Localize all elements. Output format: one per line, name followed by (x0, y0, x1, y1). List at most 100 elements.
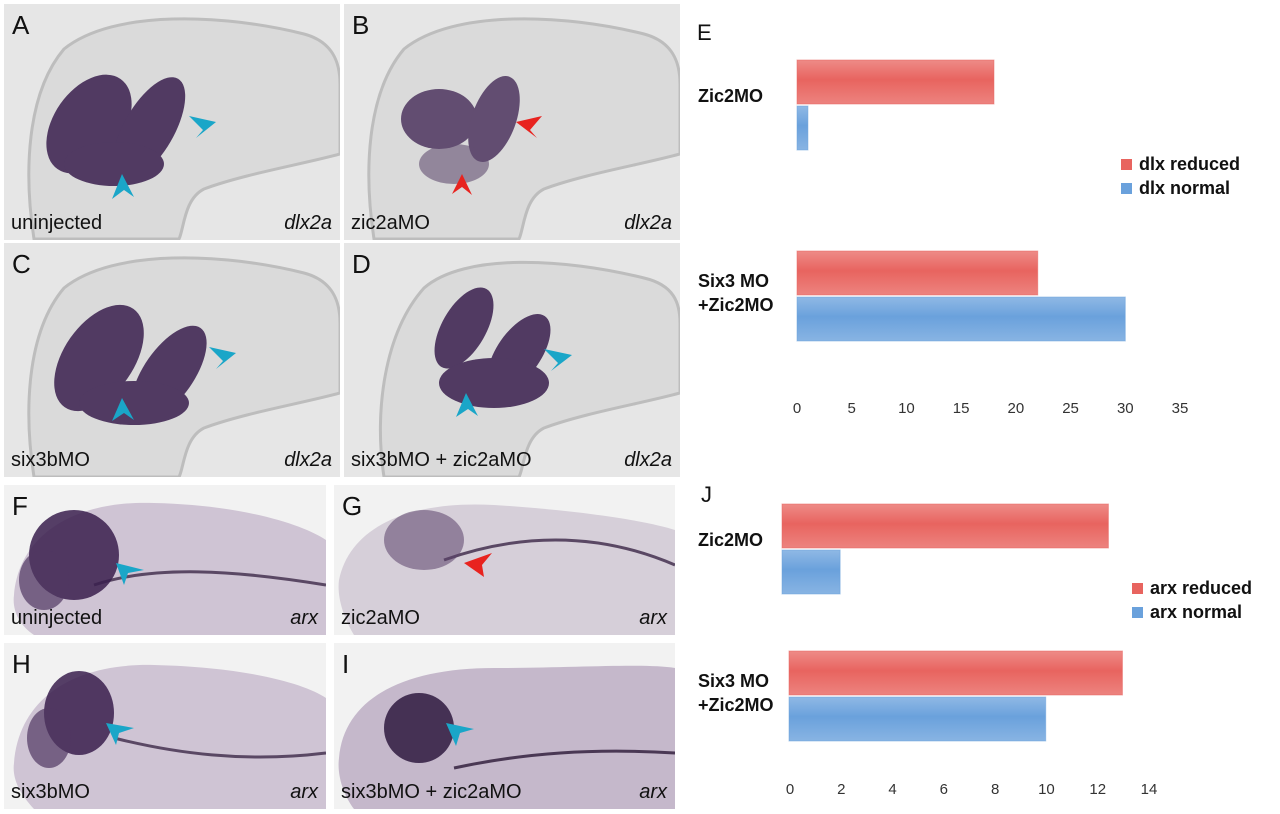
embryo-image (27, 256, 340, 477)
panel-letter: F (12, 491, 28, 521)
bar (781, 549, 841, 595)
tick-label: 5 (848, 400, 856, 417)
panel-b: B zic2aMO dlx2a (344, 4, 680, 240)
panel-letter: A (12, 10, 30, 40)
arrowhead-normal (446, 723, 474, 746)
tick-label: 8 (991, 781, 999, 798)
gene-label: dlx2a (284, 449, 332, 471)
panel-d: D six3bMO + zic2aMO dlx2a (344, 243, 680, 477)
tick-label: 30 (1117, 400, 1134, 417)
panel-f: F uninjected arx (4, 485, 326, 635)
arrowhead-normal (106, 723, 134, 745)
panel-letter: B (352, 10, 370, 40)
panel-letter: H (12, 649, 31, 679)
arrowhead-normal (209, 347, 236, 369)
category-label: Six3 MO (698, 271, 769, 291)
bar (781, 503, 1109, 549)
legend-label: dlx reduced (1139, 154, 1240, 174)
panel-letter: D (352, 249, 371, 279)
arrowhead-reduced (452, 174, 472, 195)
embryo-image (13, 502, 326, 635)
embryo-image (338, 504, 675, 635)
tick-label: 4 (888, 781, 896, 798)
category-label: Zic2MO (698, 530, 763, 550)
embryo-image (27, 17, 340, 240)
bar (788, 696, 1047, 742)
bar (796, 250, 1039, 296)
condition-label: uninjected (11, 212, 103, 234)
tick-label: 2 (837, 781, 845, 798)
embryo-image (338, 665, 675, 809)
panel-c: C six3bMO dlx2a (4, 243, 340, 477)
bar-chart-e: Zic2MO Six3 MO +Zic2MO 0 5 10 15 20 25 30 35 dlx re… (698, 59, 1240, 417)
panel-a: A uninjected dlx2a (4, 4, 340, 240)
panel-g: G zic2aMO arx (334, 485, 675, 635)
condition-label: zic2aMO (341, 607, 420, 629)
condition-label: six3bMO + zic2aMO (351, 449, 532, 471)
condition-label: uninjected (11, 607, 103, 629)
embryo-image (367, 17, 680, 240)
arrowhead-normal (189, 116, 216, 138)
legend-swatch (1121, 159, 1132, 170)
panel-i: I six3bMO + zic2aMO arx (334, 643, 675, 809)
arrowhead-normal (116, 563, 144, 585)
tick-label: 10 (1038, 781, 1055, 798)
embryo-image (378, 260, 680, 477)
arrowhead-reduced (464, 553, 492, 577)
legend-label: dlx normal (1139, 178, 1230, 198)
gene-label: dlx2a (284, 212, 332, 234)
chart-letter-e: E (697, 20, 712, 45)
legend-swatch (1132, 583, 1143, 594)
condition-label: six3bMO (11, 781, 90, 803)
stain-region (27, 671, 114, 768)
tick-label: 10 (898, 400, 915, 417)
category-label: Six3 MO (698, 671, 769, 691)
gene-label: dlx2a (624, 449, 672, 471)
legend-label: arx reduced (1150, 578, 1252, 598)
gene-label: dlx2a (624, 212, 672, 234)
legend-swatch (1132, 607, 1143, 618)
condition-label: zic2aMO (351, 212, 430, 234)
tick-label: 15 (953, 400, 970, 417)
chart-letter-j: J (701, 482, 712, 507)
arrowhead-normal (112, 174, 134, 199)
panel-letter: C (12, 249, 31, 279)
legend-label: arx normal (1150, 602, 1242, 622)
condition-label: six3bMO (11, 449, 90, 471)
arrowhead-reduced (516, 116, 542, 138)
gene-label: arx (290, 607, 318, 629)
tick-label: 6 (940, 781, 948, 798)
arrowhead-normal (112, 398, 134, 421)
condition-label: six3bMO + zic2aMO (341, 781, 522, 803)
bar (796, 59, 995, 105)
panel-letter: I (342, 649, 350, 679)
arrowhead-normal (544, 349, 572, 371)
tick-label: 14 (1141, 781, 1158, 798)
tick-label: 12 (1089, 781, 1106, 798)
gene-label: arx (290, 781, 318, 803)
tick-label: 25 (1062, 400, 1079, 417)
stain-region (384, 693, 454, 763)
tick-label: 0 (786, 781, 794, 798)
panel-letter: G (342, 491, 363, 521)
tick-label: 35 (1172, 400, 1189, 417)
gene-label: arx (639, 781, 667, 803)
arrowhead-normal (456, 393, 478, 417)
legend-swatch (1121, 183, 1132, 194)
panel-h: H six3bMO arx (4, 643, 326, 809)
bar-chart-j: Zic2MO Six3 MO +Zic2MO 0 2 4 6 8 10 12 14 arx reduc… (698, 503, 1252, 798)
category-label: +Zic2MO (698, 695, 774, 715)
embryo-image (13, 664, 326, 809)
bar (788, 650, 1123, 696)
category-label: +Zic2MO (698, 295, 774, 315)
category-label: Zic2MO (698, 86, 763, 106)
stain-region (19, 510, 119, 610)
tick-label: 20 (1008, 400, 1025, 417)
stain-region (46, 74, 186, 186)
bar (796, 296, 1126, 342)
bar (796, 105, 809, 151)
stain-region (401, 76, 520, 184)
stain-region (54, 304, 207, 425)
gene-label: arx (639, 607, 667, 629)
stain-region (384, 510, 464, 570)
